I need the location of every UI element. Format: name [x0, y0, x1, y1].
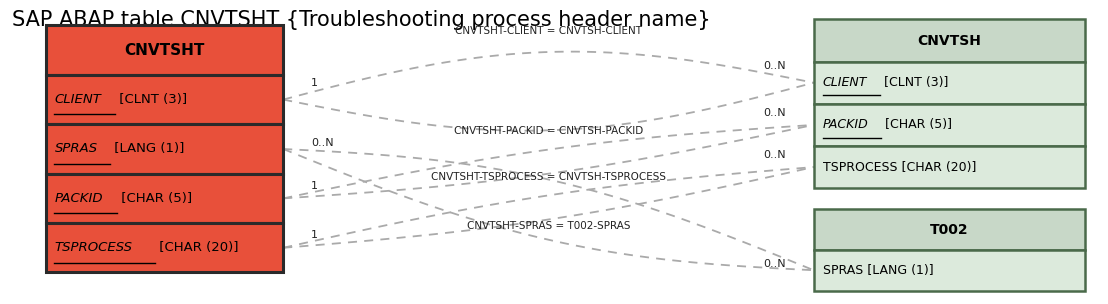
Text: SPRAS: SPRAS [54, 143, 98, 155]
Text: CNVTSHT: CNVTSHT [124, 43, 205, 58]
FancyBboxPatch shape [45, 26, 284, 75]
FancyBboxPatch shape [813, 104, 1085, 146]
FancyBboxPatch shape [813, 209, 1085, 250]
Text: 1: 1 [311, 181, 318, 191]
Text: TSPROCESS [CHAR (20)]: TSPROCESS [CHAR (20)] [822, 161, 976, 174]
Text: SAP ABAP table CNVTSHT {Troubleshooting process header name}: SAP ABAP table CNVTSHT {Troubleshooting … [12, 10, 711, 30]
Text: 0..N: 0..N [763, 150, 786, 160]
Text: T002: T002 [930, 223, 968, 237]
Text: CLIENT: CLIENT [822, 76, 866, 89]
Text: 0..N: 0..N [763, 259, 786, 269]
Text: TSPROCESS: TSPROCESS [54, 241, 133, 254]
FancyBboxPatch shape [45, 223, 284, 272]
Text: [CLNT (3)]: [CLNT (3)] [115, 93, 187, 106]
Text: [CHAR (5)]: [CHAR (5)] [117, 192, 192, 205]
Text: 0..N: 0..N [763, 108, 786, 118]
FancyBboxPatch shape [45, 75, 284, 124]
Text: 0..N: 0..N [311, 138, 334, 148]
Text: [CHAR (5)]: [CHAR (5)] [882, 118, 953, 131]
FancyBboxPatch shape [45, 124, 284, 174]
Text: SPRAS [LANG (1)]: SPRAS [LANG (1)] [822, 264, 933, 277]
Text: [LANG (1)]: [LANG (1)] [110, 143, 184, 155]
FancyBboxPatch shape [813, 62, 1085, 104]
Text: CNVTSH: CNVTSH [917, 33, 981, 47]
FancyBboxPatch shape [813, 19, 1085, 62]
Text: CNVTSHT-SPRAS = T002-SPRAS: CNVTSHT-SPRAS = T002-SPRAS [466, 221, 630, 231]
Text: CNVTSHT-PACKID = CNVTSH-PACKID: CNVTSHT-PACKID = CNVTSH-PACKID [454, 126, 643, 136]
FancyBboxPatch shape [813, 250, 1085, 291]
FancyBboxPatch shape [45, 174, 284, 223]
Text: [CLNT (3)]: [CLNT (3)] [880, 76, 948, 89]
Text: CNVTSHT-TSPROCESS = CNVTSH-TSPROCESS: CNVTSHT-TSPROCESS = CNVTSH-TSPROCESS [431, 172, 666, 182]
Text: CNVTSHT-CLIENT = CNVTSH-CLIENT: CNVTSHT-CLIENT = CNVTSH-CLIENT [455, 26, 642, 36]
Text: 1: 1 [311, 230, 318, 240]
Text: 0..N: 0..N [763, 61, 786, 71]
Text: PACKID: PACKID [54, 192, 103, 205]
Text: 1: 1 [311, 78, 318, 88]
Text: CLIENT: CLIENT [54, 93, 101, 106]
Text: [CHAR (20)]: [CHAR (20)] [155, 241, 238, 254]
Text: PACKID: PACKID [822, 118, 869, 131]
FancyBboxPatch shape [813, 146, 1085, 188]
